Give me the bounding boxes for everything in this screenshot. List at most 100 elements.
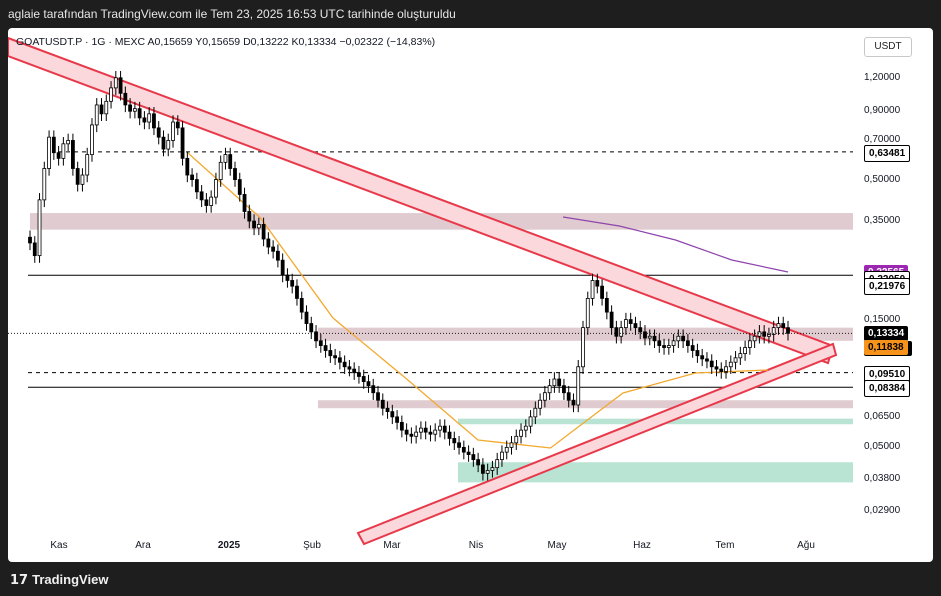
candle-body <box>266 238 271 248</box>
price-chart[interactable] <box>8 28 933 562</box>
candle-body <box>361 376 366 383</box>
candle-body <box>652 335 657 342</box>
candle-body <box>676 335 681 342</box>
candle-body <box>614 327 619 337</box>
candle-body <box>47 136 51 169</box>
candle-body <box>624 319 628 329</box>
candle-body <box>247 211 252 222</box>
candle-body <box>619 327 624 337</box>
candle-body <box>161 136 166 150</box>
candle-body <box>214 179 218 198</box>
candle-body <box>32 242 37 257</box>
candle-body <box>409 433 414 437</box>
candle-body <box>328 350 333 357</box>
price-tag: 0,13334 <box>864 326 909 342</box>
candle-body <box>557 378 562 387</box>
candle-body <box>471 454 476 461</box>
candle-body <box>37 199 42 257</box>
candle-body <box>190 174 194 180</box>
candle-body <box>595 280 600 287</box>
candle-body <box>600 285 604 299</box>
symbol-name: GOATUSDT.P · 1G · MEXC <box>16 36 146 48</box>
candle-body <box>228 154 233 169</box>
candle-body <box>280 259 285 276</box>
candle-body <box>743 347 747 354</box>
moving-average-purple <box>562 216 789 273</box>
candle-body <box>428 431 433 435</box>
candle-body <box>295 285 299 299</box>
price-tag: 0,08384 <box>864 380 911 398</box>
price-tick-label: 1,20000 <box>864 71 901 83</box>
candle-body <box>366 381 371 387</box>
candle-body <box>628 319 633 324</box>
candle-body <box>442 425 447 433</box>
time-tick-label: 2025 <box>217 540 241 551</box>
candle-body <box>685 340 690 346</box>
candle-body <box>776 323 781 329</box>
candle-body <box>152 113 156 129</box>
resistance-zone <box>318 400 853 409</box>
resistance-zone <box>30 213 853 230</box>
tradingview-logo[interactable]: 17 TradingView <box>10 572 108 588</box>
candle-body <box>666 345 671 348</box>
ascending-channel-band <box>356 342 838 546</box>
price-tag: 0,21976 <box>864 278 911 296</box>
price-tag: 0,11838 <box>864 340 908 356</box>
candle-body <box>662 345 666 348</box>
candle-body <box>299 298 304 313</box>
candle-body <box>633 323 638 329</box>
candle-body <box>175 121 180 129</box>
candle-body <box>433 429 438 435</box>
candle-body <box>28 236 32 244</box>
candle-body <box>485 470 490 474</box>
candle-body <box>604 298 609 313</box>
candle-body <box>714 366 719 370</box>
time-tick-label: Ağu <box>797 540 815 551</box>
time-tick-label: Nis <box>468 540 484 551</box>
candle-body <box>242 194 247 212</box>
candle-body <box>542 392 547 401</box>
candle-body <box>109 87 113 102</box>
candle-body <box>352 368 357 374</box>
time-tick-label: Kas <box>50 540 68 551</box>
candle-body <box>385 407 390 413</box>
candle-body <box>552 378 557 387</box>
candle-body <box>99 104 104 115</box>
candle-body <box>194 179 199 193</box>
candle-body <box>585 298 590 329</box>
descending-channel-band <box>8 36 835 365</box>
candle-body <box>90 124 94 155</box>
time-tick-label: Haz <box>633 540 651 551</box>
candle-body <box>323 345 328 351</box>
candle-body <box>786 327 790 334</box>
candle-body <box>581 327 585 368</box>
candle-body <box>290 280 295 287</box>
candle-body <box>414 431 419 437</box>
candle-body <box>166 140 171 150</box>
currency-button[interactable]: USDT <box>864 37 912 57</box>
candle-body <box>209 196 214 206</box>
tradingview-logo-icon: 17 <box>10 573 29 588</box>
candle-body <box>762 331 767 337</box>
candle-body <box>132 108 137 112</box>
candle-body <box>314 331 318 342</box>
candle-body <box>681 335 686 342</box>
candle-body <box>113 77 118 89</box>
chart-panel[interactable]: GOATUSDT.P · 1G · MEXC A0,15659 Y0,15659… <box>8 28 933 562</box>
candle-body <box>690 345 695 351</box>
candle-body <box>333 355 338 359</box>
candle-body <box>118 77 123 94</box>
candle-body <box>566 392 571 401</box>
close-value: K0,13334 <box>291 36 337 48</box>
candle-body <box>318 340 323 346</box>
candle-body <box>490 467 495 471</box>
candle-body <box>42 168 47 201</box>
price-tick-label: 0,05000 <box>864 441 901 453</box>
candle-body <box>80 174 85 185</box>
candle-body <box>476 459 481 466</box>
candle-body <box>271 246 276 252</box>
candle-body <box>767 334 771 337</box>
time-tick-label: May <box>547 540 567 551</box>
price-tick-label: 0,15000 <box>864 313 901 325</box>
attribution-text: aglaie tarafından TradingView.com ile Te… <box>8 7 456 21</box>
